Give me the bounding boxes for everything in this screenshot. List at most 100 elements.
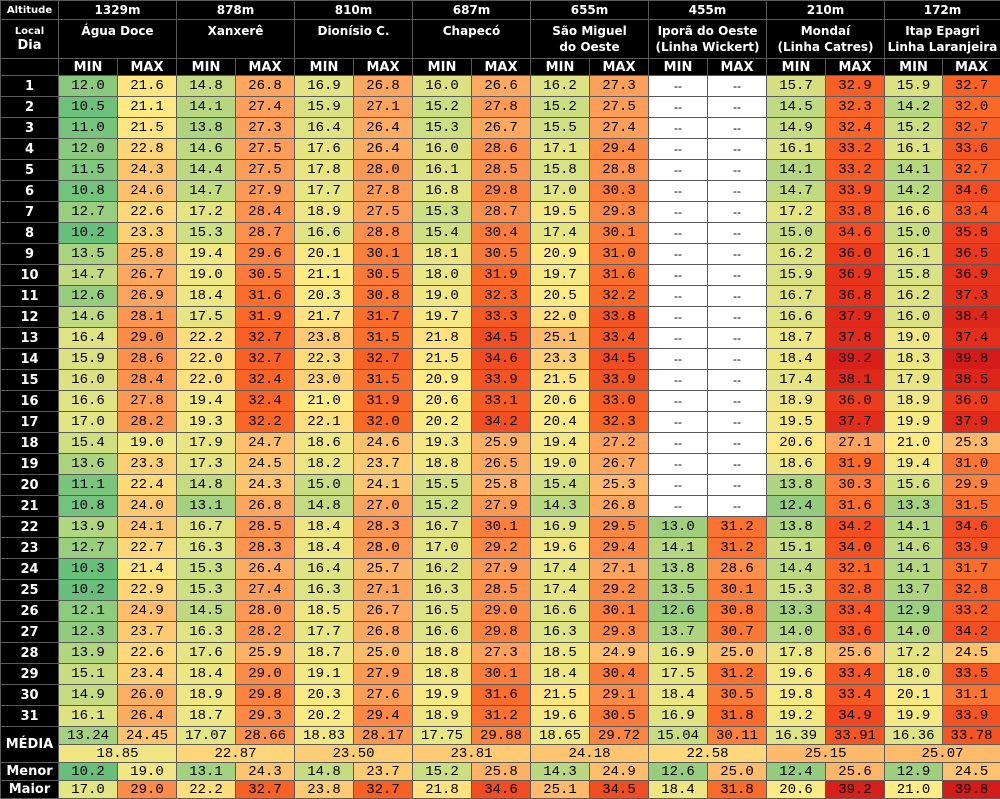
- temperature-cell: 30.1: [472, 517, 531, 538]
- temperature-cell: 18.6: [767, 454, 826, 475]
- temperature-cell: 38.4: [943, 307, 1000, 328]
- temperature-cell: 16.2: [885, 286, 943, 307]
- min-header: MIN: [885, 59, 943, 76]
- temperature-cell: 37.9: [826, 307, 885, 328]
- temperature-cell: 25.3: [590, 475, 649, 496]
- temperature-cell: 15.3: [177, 580, 236, 601]
- temperature-cell: 28.3: [354, 517, 413, 538]
- temperature-cell: 31.6: [590, 265, 649, 286]
- temperature-cell: 17.2: [177, 202, 236, 223]
- temperature-cell: 21.0: [885, 781, 943, 799]
- temperature-cell: 13.3: [885, 496, 943, 517]
- temperature-cell: 31.9: [236, 307, 295, 328]
- temperature-cell: 16.6: [413, 622, 472, 643]
- temperature-cell: 13.1: [177, 763, 236, 781]
- temperature-cell: 19.5: [767, 412, 826, 433]
- no-data-cell: --: [649, 328, 708, 349]
- temperature-cell: 28.4: [118, 370, 177, 391]
- temperature-cell: 15.3: [413, 202, 472, 223]
- temperature-cell: 18.9: [177, 685, 236, 706]
- temperature-cell: 18.5: [531, 643, 590, 664]
- temperature-cell: 33.9: [472, 370, 531, 391]
- temperature-cell: 23.3: [118, 454, 177, 475]
- temperature-cell: 33.8: [590, 307, 649, 328]
- no-data-cell: --: [708, 496, 767, 517]
- min-header: MIN: [767, 59, 826, 76]
- no-data-cell: --: [649, 160, 708, 181]
- station-name: Água Doce: [59, 20, 177, 59]
- temperature-cell: 16.7: [767, 286, 826, 307]
- station-name-line: Itap Epagri: [885, 23, 1000, 39]
- temperature-cell: 39.8: [943, 781, 1000, 799]
- station-altitude: 655m: [531, 1, 649, 20]
- temperature-cell: 31.0: [943, 454, 1000, 475]
- day-number: 26: [1, 601, 59, 622]
- temperature-cell: 32.3: [826, 97, 885, 118]
- temperature-cell: 31.5: [354, 328, 413, 349]
- station-name: Dionísio C.: [295, 20, 413, 59]
- temperature-cell: 36.0: [826, 244, 885, 265]
- temperature-cell: 15.3: [177, 559, 236, 580]
- temperature-cell: 17.4: [531, 559, 590, 580]
- temperature-cell: 22.0: [177, 370, 236, 391]
- temperature-cell: 20.3: [295, 685, 354, 706]
- media-overall-cell: 22.58: [649, 745, 767, 763]
- temperature-cell: 25.8: [472, 763, 531, 781]
- temperature-cell: 29.0: [118, 781, 177, 799]
- temperature-cell: 20.6: [531, 391, 590, 412]
- temperature-cell: 21.5: [118, 118, 177, 139]
- no-data-cell: --: [649, 307, 708, 328]
- temperature-cell: 36.9: [826, 265, 885, 286]
- temperature-cell: 33.6: [943, 139, 1000, 160]
- media-label: MÉDIA: [1, 727, 59, 763]
- temperature-cell: 14.5: [177, 601, 236, 622]
- media-overall-cell: 25.15: [767, 745, 885, 763]
- temperature-cell: 33.9: [943, 538, 1000, 559]
- temperature-cell: 34.6: [472, 781, 531, 799]
- temperature-cell: 14.0: [885, 622, 943, 643]
- temperature-cell: 29.3: [236, 706, 295, 727]
- temperature-cell: 28.66: [236, 727, 295, 745]
- temperature-cell: 34.6: [943, 181, 1000, 202]
- temperature-cell: 20.9: [531, 244, 590, 265]
- temperature-cell: 26.4: [118, 706, 177, 727]
- temperature-cell: 13.5: [649, 580, 708, 601]
- station-name-line: Linha Laranjeira: [885, 39, 1000, 55]
- temperature-cell: 32.8: [826, 580, 885, 601]
- temperature-cell: 15.2: [885, 118, 943, 139]
- temperature-cell: 33.1: [472, 391, 531, 412]
- temperature-cell: 22.3: [295, 349, 354, 370]
- temperature-cell: 17.0: [413, 538, 472, 559]
- temperature-cell: 34.6: [943, 517, 1000, 538]
- day-number: 4: [1, 139, 59, 160]
- temperature-cell: 15.2: [413, 496, 472, 517]
- temperature-cell: 24.9: [118, 601, 177, 622]
- temperature-cell: 13.6: [59, 454, 118, 475]
- temperature-cell: 28.6: [708, 559, 767, 580]
- temperature-cell: 18.8: [413, 643, 472, 664]
- day-number: 6: [1, 181, 59, 202]
- temperature-cell: 16.9: [295, 76, 354, 97]
- temperature-cell: 29.5: [590, 517, 649, 538]
- temperature-cell: 25.8: [472, 475, 531, 496]
- temperature-cell: 18.9: [295, 202, 354, 223]
- temperature-cell: 31.0: [590, 244, 649, 265]
- station-altitude: 810m: [295, 1, 413, 20]
- station-name-line: [295, 39, 412, 55]
- temperature-cell: 23.0: [295, 370, 354, 391]
- temperature-cell: 15.2: [413, 763, 472, 781]
- temperature-cell: 32.4: [236, 391, 295, 412]
- temperature-cell: 25.6: [826, 643, 885, 664]
- max-header: MAX: [590, 59, 649, 76]
- temperature-cell: 33.8: [826, 202, 885, 223]
- temperature-cell: 33.4: [590, 328, 649, 349]
- temperature-cell: 12.0: [59, 76, 118, 97]
- station-name-line: Chapecó: [413, 23, 530, 39]
- no-data-cell: --: [708, 118, 767, 139]
- temperature-cell: 12.0: [59, 139, 118, 160]
- temperature-cell: 16.6: [59, 391, 118, 412]
- temperature-cell: 16.3: [413, 580, 472, 601]
- day-number: 29: [1, 664, 59, 685]
